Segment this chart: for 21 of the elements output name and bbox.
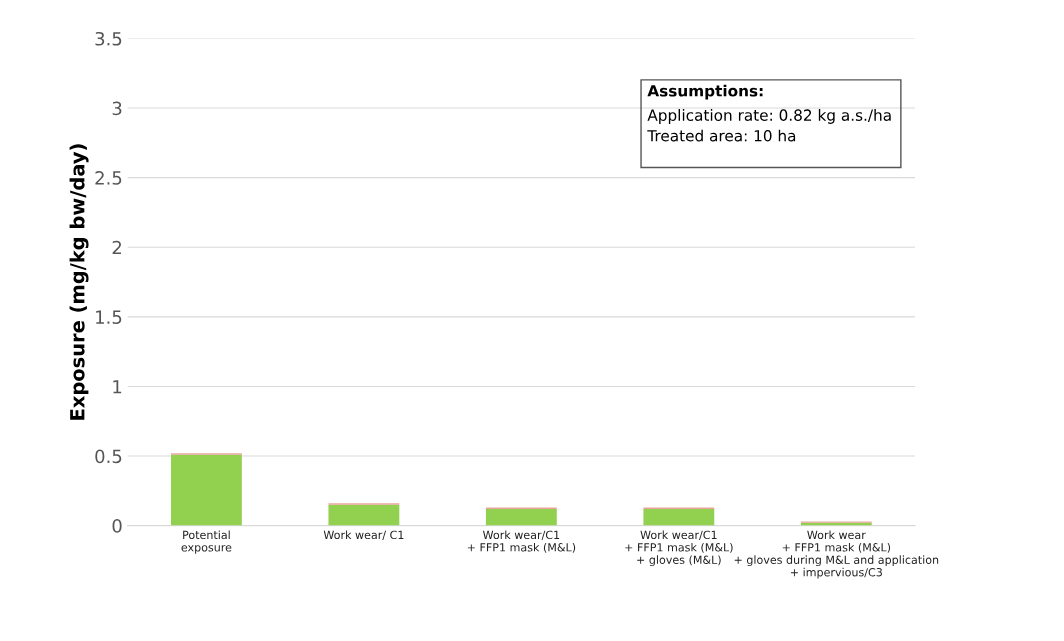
y-tick-label: 0.5 <box>95 449 122 464</box>
bar <box>328 504 400 526</box>
y-tick-label: 1.5 <box>96 310 122 324</box>
annotation: Treated area: 10 ha <box>647 129 796 142</box>
x-tick-label: Work wear/C1 + FFP1 mask (M&L) <box>467 530 576 553</box>
y-tick-label: 2 <box>112 240 122 255</box>
x-tick-label: Work wear + FFP1 mask (M&L) + gloves during M&L and application + impervious/C3 <box>734 530 939 579</box>
y-tick-label: 3.5 <box>95 31 122 46</box>
y-axis-title: Exposure (mg/kg bw/day) <box>69 144 89 420</box>
x-tick-label: Work wear/ C1 <box>323 530 404 540</box>
annotation: Assumptions: <box>647 84 763 100</box>
y-tick-label: 3 <box>112 101 122 116</box>
y-tick-label: 1 <box>113 380 122 394</box>
annotation: Application rate: 0.82 kg a.s./ha <box>647 109 891 124</box>
y-tick-label: 0 <box>112 519 122 533</box>
bar <box>485 508 557 526</box>
x-tick-label: Potential exposure <box>181 530 232 554</box>
x-tick-label: Work wear/C1 + FFP1 mask (M&L) + gloves (M&L) <box>625 530 733 567</box>
y-tick-label: 2.5 <box>95 171 122 185</box>
bar <box>170 454 242 526</box>
bar <box>643 508 715 526</box>
